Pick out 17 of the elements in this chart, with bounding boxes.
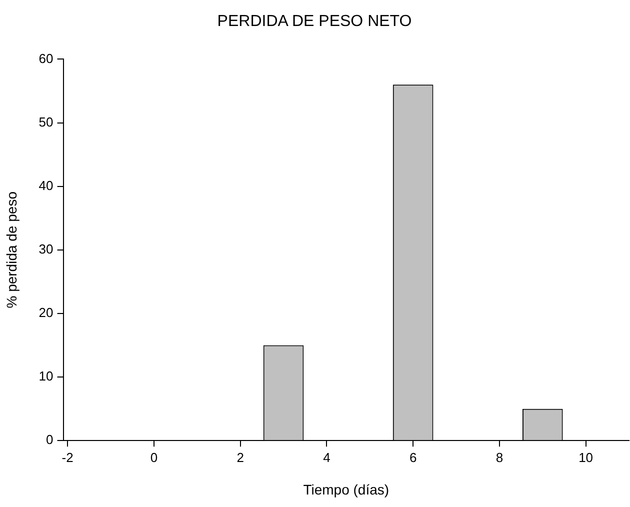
- x-tick-label: -2: [62, 450, 74, 465]
- x-tick-label: 2: [236, 450, 244, 465]
- x-tick-label: 6: [409, 450, 417, 465]
- x-tick-label: 8: [496, 450, 504, 465]
- chart-title: PERDIDA DE PESO NETO: [217, 13, 412, 30]
- y-tick-label: 10: [38, 368, 54, 384]
- y-tick-label: 40: [38, 178, 54, 193]
- x-tick-label: 10: [578, 450, 594, 465]
- y-tick-label: 30: [38, 241, 54, 256]
- y-tick-label: 0: [46, 432, 54, 448]
- y-tick-label: 50: [38, 114, 54, 130]
- x-tick-label: 4: [323, 450, 330, 465]
- y-tick-label: 60: [38, 50, 54, 66]
- x-axis-title: Tiempo (días): [303, 481, 390, 498]
- y-tick-label: 20: [38, 305, 54, 320]
- x-tick-label: 0: [150, 450, 158, 465]
- y-axis-title: % perdida de peso: [3, 191, 20, 308]
